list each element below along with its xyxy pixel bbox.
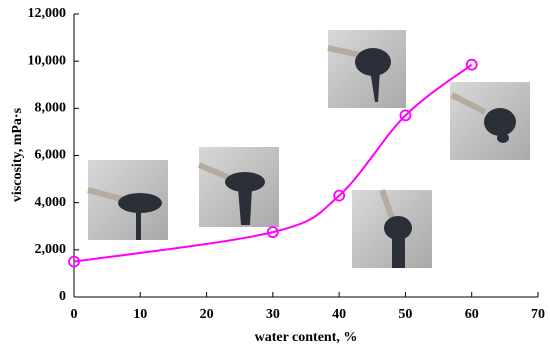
x-tick-label: 20 — [200, 307, 214, 322]
data-point — [333, 189, 346, 202]
y-tick-label: 10,000 — [28, 53, 67, 68]
y-tick-label: 4,000 — [35, 195, 67, 210]
data-point — [465, 58, 478, 71]
x-tick-label: 10 — [133, 307, 147, 322]
y-tick-label: 6,000 — [35, 148, 67, 163]
x-axis-title: water content, % — [255, 330, 358, 345]
photo — [87, 160, 168, 240]
data-point — [266, 226, 279, 239]
x-tick-label: 30 — [266, 307, 280, 322]
photo — [352, 188, 432, 268]
x-tick-label: 0 — [71, 307, 78, 322]
y-tick-label: 12,000 — [28, 6, 67, 21]
photo — [450, 82, 530, 160]
photo — [327, 30, 406, 108]
photo — [197, 147, 279, 227]
y-tick-label: 2,000 — [35, 242, 67, 257]
x-tick-label: 60 — [465, 307, 479, 322]
data-point — [68, 255, 80, 268]
x-tick-label: 70 — [531, 307, 545, 322]
photo-insets — [87, 30, 530, 268]
y-axis-title: viscosity, mPa·s — [10, 107, 25, 202]
data-line — [73, 63, 473, 263]
data-point — [399, 109, 412, 122]
x-tick-label: 50 — [398, 307, 412, 322]
x-tick-label: 40 — [332, 307, 346, 322]
y-tick-label: 8,000 — [35, 101, 67, 116]
y-tick-label: 0 — [59, 289, 66, 304]
